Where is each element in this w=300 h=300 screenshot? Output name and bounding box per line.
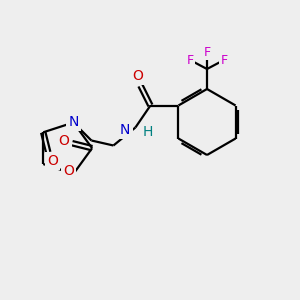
Text: N: N	[120, 122, 130, 136]
Text: O: O	[47, 154, 58, 168]
Text: F: F	[220, 53, 228, 67]
Text: O: O	[132, 68, 143, 83]
Text: F: F	[186, 53, 194, 67]
Text: N: N	[68, 115, 79, 128]
Text: F: F	[203, 46, 211, 59]
Text: H: H	[142, 125, 153, 140]
Text: O: O	[63, 164, 74, 178]
Text: O: O	[58, 134, 70, 148]
